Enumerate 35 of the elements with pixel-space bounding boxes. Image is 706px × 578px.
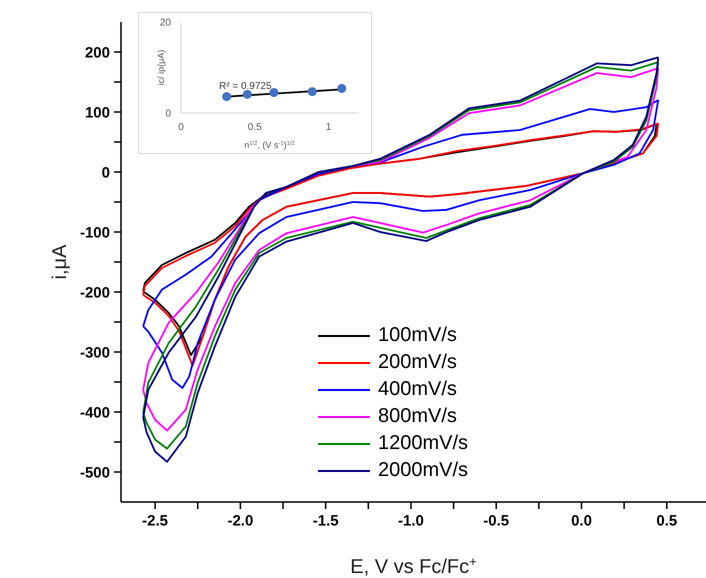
legend-label: 800mV/s xyxy=(378,405,457,428)
point xyxy=(269,88,278,98)
y-tick-label: -500 xyxy=(80,464,110,482)
y-tick-label: -200 xyxy=(80,284,110,302)
x-tick-label: 0 xyxy=(178,122,184,134)
y-axis-title: i,μA xyxy=(49,244,71,280)
y-tick-label: -100 xyxy=(80,224,110,242)
y-tick-label: -400 xyxy=(80,404,110,422)
legend-label: 2000mV/s xyxy=(378,459,468,482)
y-tick-label: 20 xyxy=(160,18,172,29)
x-axis-title: n$^{1/2}$, (V s$^{-1}$)$^{1/2}$ xyxy=(244,140,295,150)
x-tick-label: 1 xyxy=(326,122,332,134)
y-tick-label: 0 xyxy=(102,164,110,182)
x-tick-label: -1.0 xyxy=(398,512,424,530)
legend-label: 400mV/s xyxy=(378,378,457,401)
point xyxy=(242,90,252,99)
legend-label: 200mV/s xyxy=(378,351,457,374)
x-tick-label: 0.5 xyxy=(656,512,678,530)
y-axis-title: ic/ ip(μA) xyxy=(156,50,166,86)
x-axis-title: E, V vs Fc/Fc$^{+}$ xyxy=(350,554,477,578)
x-tick-label: -0.5 xyxy=(483,512,510,530)
legend-label: 1200mV/s xyxy=(378,432,468,455)
x-tick-label: -2.5 xyxy=(142,512,168,530)
point xyxy=(222,92,232,102)
y-tick-label: -300 xyxy=(80,344,110,362)
annotation: R² = 0.9725 xyxy=(219,81,272,92)
legend-label: 100mV/s xyxy=(378,324,457,347)
x-tick-label: 0.0 xyxy=(571,512,592,530)
point xyxy=(337,84,346,93)
x-tick-label: 0.5 xyxy=(248,122,262,134)
y-tick-label: 200 xyxy=(84,44,110,62)
y-tick-label: 100 xyxy=(84,104,110,122)
x-tick-label: -2.0 xyxy=(227,512,254,530)
x-tick-label: -1.5 xyxy=(312,512,339,530)
point xyxy=(308,87,317,96)
